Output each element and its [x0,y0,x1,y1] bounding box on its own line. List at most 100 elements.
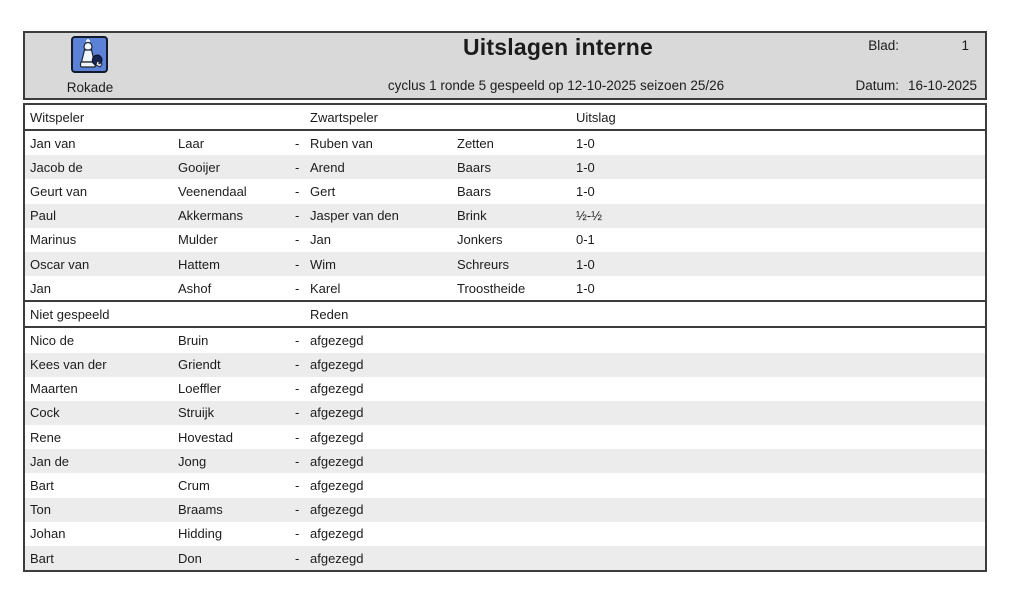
dash: - [295,478,300,494]
player-last-name: Griendt [178,357,221,373]
black-last-name: Schreurs [457,256,510,272]
not-played-rows: Nico de Bruin - afgezegd Kees van der Gr… [25,328,985,571]
black-last-name: Baars [457,159,491,175]
reason: afgezegd [310,357,364,373]
black-first-name: Jan [310,232,331,248]
report-header: Rokade Uitslagen interne cyclus 1 ronde … [23,31,987,100]
white-last-name: Ashof [178,280,212,296]
player-first-name: Jan de [30,453,70,469]
reason: afgezegd [310,429,364,445]
dash: - [295,208,300,224]
col-header-witspeler: Witspeler [30,109,85,125]
dash: - [295,135,300,151]
white-last-name: Laar [178,135,205,151]
dash: - [295,232,300,248]
table-row: Jacob de Gooijer - Arend Baars 1-0 [25,155,985,180]
not-played-section-header: Niet gespeeld Reden [25,300,985,329]
player-first-name: Cock [30,405,60,421]
table-row: Ton Braams - afgezegd [25,497,985,522]
report-subtitle: cyclus 1 ronde 5 gespeeld op 12-10-2025 … [387,78,725,93]
dash: - [295,405,300,421]
blad-value: 1 [961,38,969,53]
col-header-zwartspeler: Zwartspeler [310,109,378,125]
datum-label: Datum: [855,78,899,93]
results-table: Witspeler Zwartspeler Uitslag Jan van La… [23,103,987,573]
column-header-row: Witspeler Zwartspeler Uitslag [25,105,985,131]
player-last-name: Bruin [178,332,209,348]
white-first-name: Jan [30,280,51,296]
table-row: Paul Akkermans - Jasper van den Brink ½-… [25,203,985,228]
white-last-name: Hattem [178,256,220,272]
player-last-name: Struijk [178,405,215,421]
table-row: Cock Struijk - afgezegd [25,400,985,426]
game-result: 1-0 [576,183,595,199]
black-first-name: Wim [310,256,336,272]
black-first-name: Jasper van den [310,208,399,224]
reason: afgezegd [310,453,364,469]
white-first-name: Jacob de [30,159,83,175]
reason: afgezegd [310,332,364,348]
black-last-name: Troostheide [457,280,526,296]
white-last-name: Veenendaal [178,183,247,199]
black-first-name: Gert [310,183,336,199]
dash: - [295,453,300,469]
black-first-name: Karel [310,280,341,296]
white-last-name: Akkermans [178,208,244,224]
player-first-name: Nico de [30,332,75,348]
white-first-name: Marinus [30,232,77,248]
reason: afgezegd [310,526,364,542]
player-first-name: Ton [30,502,51,518]
reason: afgezegd [310,478,364,494]
white-first-name: Oscar van [30,256,90,272]
table-row: Nico de Bruin - afgezegd [25,328,985,353]
black-last-name: Baars [457,183,491,199]
game-result: 1-0 [576,256,595,272]
dash: - [295,183,300,199]
white-first-name: Jan van [30,135,76,151]
print-date-line: Datum: 16-10-2025 [855,78,977,93]
white-first-name: Paul [30,208,57,224]
table-row: Johan Hidding - afgezegd [25,521,985,546]
player-first-name: Johan [30,526,66,542]
table-row: Maarten Loeffler - afgezegd [25,376,985,401]
played-games-rows: Jan van Laar - Ruben van Zetten 1-0 Jaco… [25,131,985,301]
game-result: 1-0 [576,280,595,296]
player-first-name: Rene [30,429,62,445]
game-result: 1-0 [576,135,595,151]
player-last-name: Crum [178,478,210,494]
reason: afgezegd [310,502,364,518]
black-first-name: Ruben van [310,135,373,151]
blad-label: Blad: [868,38,899,53]
black-last-name: Brink [457,208,487,224]
player-first-name: Kees van der [30,357,107,373]
page-number-line: Blad: 1 [868,38,977,53]
player-last-name: Jong [178,453,207,469]
player-last-name: Don [178,550,202,566]
player-first-name: Bart [30,478,54,494]
dash: - [295,429,300,445]
player-first-name: Bart [30,550,54,566]
game-result: ½-½ [576,208,603,224]
dash: - [295,280,300,296]
dash: - [295,256,300,272]
player-last-name: Loeffler [178,381,222,397]
dash: - [295,159,300,175]
reason: afgezegd [310,550,364,566]
reason: afgezegd [310,405,364,421]
dash: - [295,550,300,566]
game-result: 1-0 [576,159,595,175]
dash: - [295,526,300,542]
player-last-name: Braams [178,502,223,518]
white-last-name: Gooijer [178,159,220,175]
dash: - [295,332,300,348]
club-name: Rokade [66,80,114,95]
table-row: Oscar van Hattem - Wim Schreurs 1-0 [25,251,985,277]
table-row: Jan de Jong - afgezegd [25,449,985,474]
page-title: Uitslagen interne [463,34,653,60]
dash: - [295,502,300,518]
white-first-name: Geurt van [30,183,88,199]
col-header-uitslag: Uitslag [576,109,616,125]
table-row: Marinus Mulder - Jan Jonkers 0-1 [25,227,985,252]
black-last-name: Zetten [457,135,494,151]
